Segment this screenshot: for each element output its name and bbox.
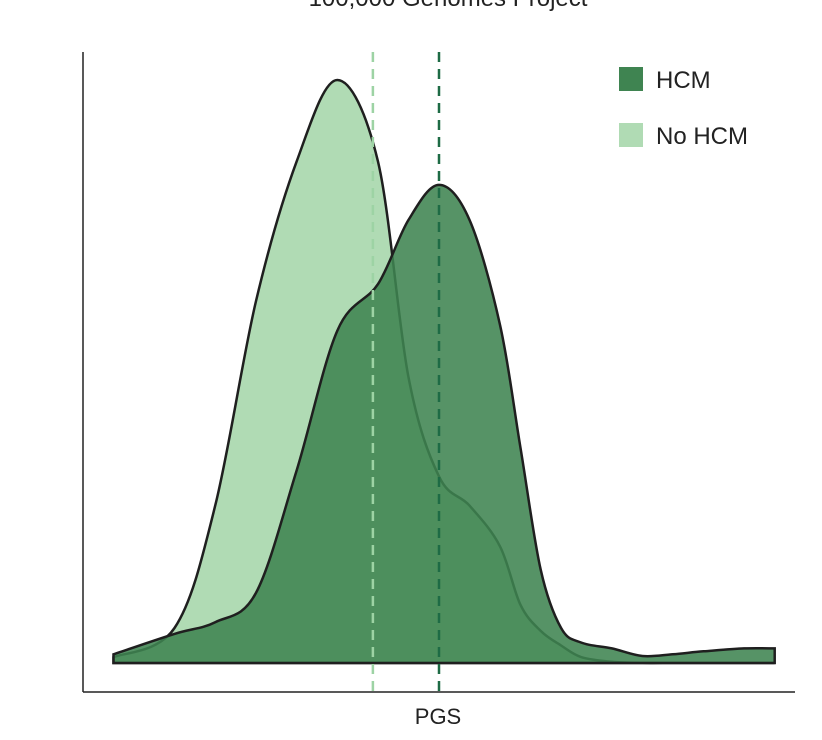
legend-label-no-hcm: No HCM: [656, 123, 748, 150]
legend-swatch-no-hcm: [619, 123, 643, 147]
legend-label-hcm: HCM: [656, 67, 711, 94]
hcm-density-area: [112, 183, 776, 665]
chart-title: 100,000 Genomes Project: [309, 0, 588, 12]
legend-item-no-hcm: No HCM: [619, 123, 748, 150]
legend-item-hcm: HCM: [619, 67, 711, 94]
legend: HCM No HCM: [619, 67, 748, 150]
axes: [82, 52, 795, 693]
legend-swatch-hcm: [619, 67, 643, 91]
plot-area: [112, 52, 776, 692]
x-axis-label: PGS: [415, 704, 461, 729]
